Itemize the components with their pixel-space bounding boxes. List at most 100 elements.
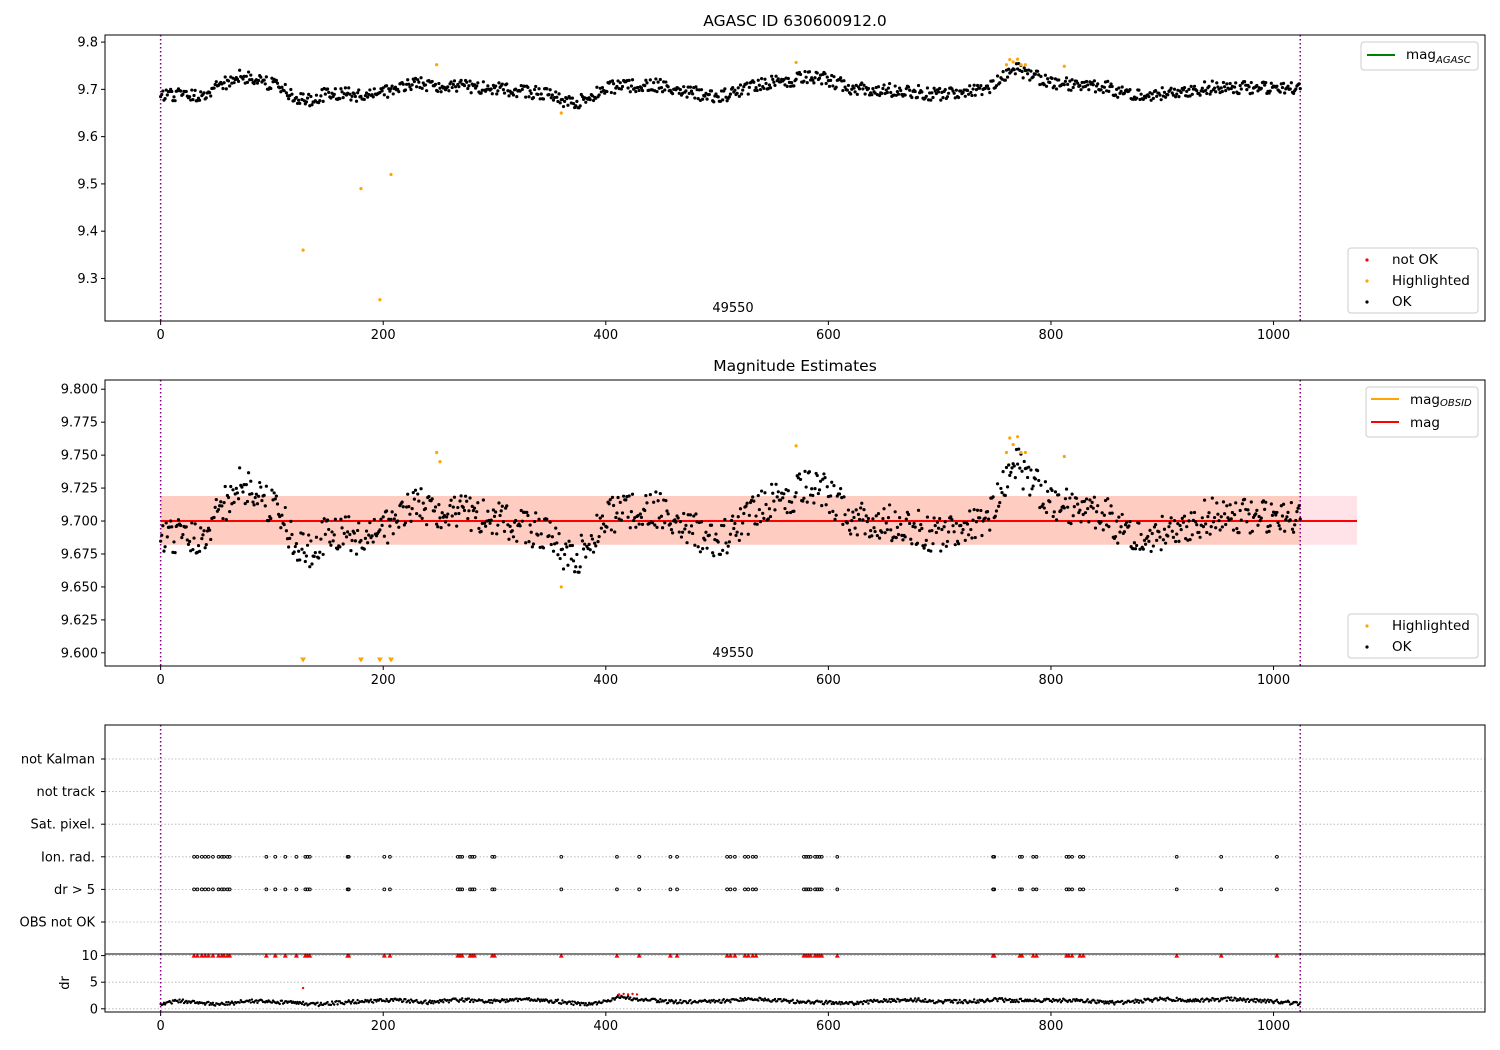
ok-point	[1159, 98, 1163, 102]
ok-point	[1076, 81, 1080, 85]
ok-point	[816, 491, 820, 496]
ok-point	[1096, 504, 1100, 508]
dr-ok-point	[1163, 997, 1166, 1001]
dr-ok-point	[300, 1002, 304, 1006]
dr-ok-point	[1139, 999, 1143, 1002]
dr-ok-point	[975, 1001, 978, 1005]
ok-point	[802, 496, 806, 500]
ok-point	[341, 542, 345, 546]
ok-point	[664, 499, 668, 503]
dr-ok-point	[270, 1001, 274, 1004]
ok-point	[725, 551, 729, 555]
ok-point	[555, 95, 559, 99]
ok-point	[1206, 515, 1210, 519]
ok-point	[854, 83, 858, 87]
dr-ok-point	[1107, 1002, 1111, 1005]
flag-marker	[1020, 887, 1024, 892]
ok-point	[453, 512, 458, 516]
ok-point	[1113, 93, 1118, 97]
ok-point	[1291, 91, 1296, 95]
ok-point	[842, 79, 846, 83]
ok-point	[605, 525, 609, 529]
flag-marker	[460, 887, 465, 892]
ok-point	[1281, 502, 1286, 506]
dr-ok-point	[516, 999, 520, 1003]
ok-point	[1289, 81, 1293, 85]
ok-point	[344, 535, 349, 539]
flag-marker	[1031, 887, 1036, 892]
ok-point	[803, 69, 807, 74]
ok-point	[1207, 84, 1211, 88]
dr-not-ok-point	[301, 986, 305, 990]
ok-point	[259, 485, 263, 489]
ok-point	[1139, 92, 1143, 96]
y-tick-label: 9.4	[77, 225, 98, 240]
ok-point	[212, 515, 216, 520]
ok-point	[169, 519, 173, 523]
dr-ok-point	[903, 998, 907, 1001]
ok-point	[1151, 544, 1155, 548]
flag-marker	[388, 887, 392, 892]
dr-ok-point	[280, 999, 284, 1002]
ok-point	[223, 75, 227, 79]
ok-point	[1093, 526, 1098, 530]
ok-point	[184, 525, 188, 529]
dr-ok-point	[1074, 999, 1077, 1003]
ok-point	[381, 515, 385, 519]
ok-point	[514, 87, 518, 91]
ok-point	[1139, 532, 1143, 537]
ok-point	[528, 523, 532, 527]
ok-point	[1218, 528, 1222, 532]
flag-marker	[458, 854, 462, 859]
dr-clipped-marker	[558, 953, 564, 958]
dr-ok-point	[967, 1001, 970, 1004]
ok-point	[874, 514, 878, 518]
ok-point	[452, 495, 457, 499]
ok-point	[970, 536, 974, 540]
dr-ok-point	[1086, 998, 1089, 1001]
agasc-axes-frame	[104, 34, 1486, 322]
ok-point	[1000, 490, 1004, 495]
flag-marker	[728, 854, 733, 859]
ok-point	[445, 515, 449, 519]
dr-ok-point	[446, 998, 449, 1002]
ok-point	[219, 500, 223, 504]
ok-point	[236, 79, 241, 83]
agasc-point-legend: not OK Highlighted OK	[1347, 247, 1479, 314]
ok-point	[466, 516, 470, 521]
ok-point	[515, 95, 519, 99]
ok-point	[436, 89, 440, 94]
ok-point	[506, 523, 510, 527]
ok-point	[767, 507, 772, 511]
flag-marker	[750, 854, 755, 859]
ok-point	[803, 469, 807, 473]
ok-point	[589, 534, 593, 538]
ok-point	[746, 532, 750, 536]
ok-point	[372, 87, 376, 91]
dr-ok-point	[1224, 996, 1227, 999]
dr-ok-point	[1047, 997, 1050, 1001]
dr-clipped-marker	[667, 953, 673, 958]
ok-point	[1215, 81, 1219, 85]
ok-point	[452, 79, 457, 83]
ok-point	[228, 509, 232, 514]
ok-point	[943, 88, 947, 92]
ok-point	[272, 491, 276, 495]
ok-point	[985, 84, 990, 88]
ok-point	[325, 518, 330, 522]
dr-clipped-marker	[808, 953, 814, 958]
estimates-axes-frame	[104, 379, 1486, 667]
ok-point	[584, 100, 588, 104]
ok-point	[439, 526, 443, 530]
ok-point	[1146, 534, 1150, 539]
ok-point	[357, 521, 361, 525]
ok-point	[1160, 514, 1164, 518]
dr-clipped-marker	[293, 953, 299, 958]
flag-marker	[804, 887, 808, 892]
ok-point	[987, 87, 991, 91]
dr-ok-point	[436, 999, 439, 1003]
ok-point	[190, 521, 194, 525]
ok-point	[566, 103, 570, 107]
ok-point	[1033, 477, 1037, 481]
ok-point	[783, 506, 787, 511]
